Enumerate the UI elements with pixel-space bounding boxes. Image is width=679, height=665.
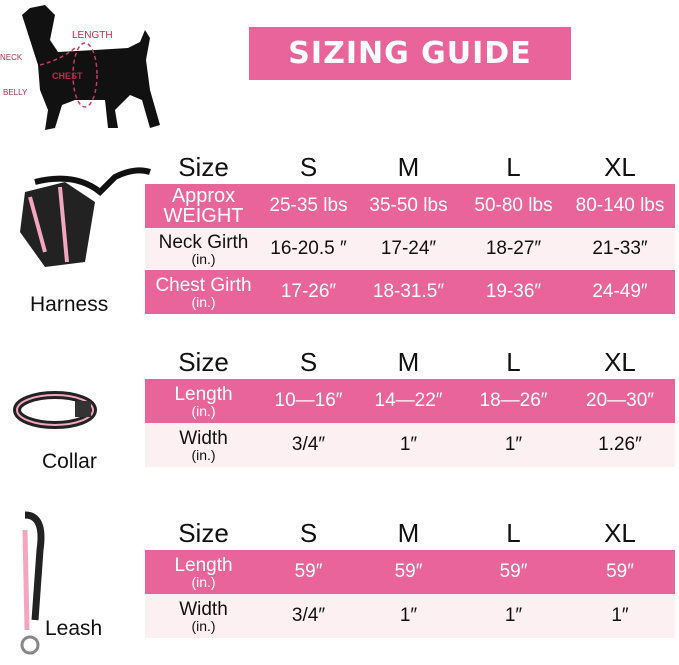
- cell: 25-35 lbs: [269, 195, 348, 216]
- table-row-length: Length (in.) 10—16″ 14—22″ 18—26″ 20—30″: [145, 379, 675, 423]
- harness-size-table: Size S M L XL Approx WEIGHT 25-35 lbs 35-…: [145, 150, 675, 314]
- row-label: Chest Girth: [155, 274, 252, 296]
- row-unit: (in.): [191, 402, 216, 419]
- header-m: M: [397, 151, 420, 182]
- table-row-width: Width (in.) 3/4″ 1″ 1″ 1″: [145, 594, 675, 638]
- leash-image: [20, 511, 45, 655]
- cell: 20—30″: [586, 390, 654, 411]
- cell: 1.26″: [598, 434, 642, 455]
- cell: 3/4″: [291, 605, 326, 626]
- cell: 35-50 lbs: [369, 195, 448, 216]
- diagram-label-neck: NECK: [0, 53, 23, 62]
- header-size: Size: [178, 152, 229, 182]
- table-row-length: Length (in.) 59″ 59″ 59″ 59″: [145, 550, 675, 594]
- row-label: Width: [179, 427, 228, 449]
- cell: 59″: [294, 561, 323, 582]
- row-label: Length: [174, 383, 233, 405]
- cell: 17-26″: [280, 281, 337, 302]
- row-label: Width: [179, 598, 228, 620]
- cell: 17-24″: [380, 238, 437, 259]
- size-header-row: Size S M L XL: [145, 150, 675, 184]
- header-l: L: [506, 346, 521, 377]
- cell: 3/4″: [291, 434, 326, 455]
- header-s: S: [299, 346, 318, 377]
- header-m: M: [397, 346, 420, 377]
- header-s: S: [299, 517, 318, 548]
- row-unit: (in.): [191, 573, 216, 590]
- harness-image: [20, 167, 151, 267]
- table-row-chest-girth: Chest Girth (in.) 17-26″ 18-31.5″ 19-36″ …: [145, 270, 675, 314]
- page-title: SIZING GUIDE: [249, 27, 571, 80]
- cell: 59″: [606, 561, 634, 582]
- diagram-label-belly: BELLY: [3, 88, 28, 97]
- collar-image: [13, 391, 97, 429]
- diagram-label-chest: CHEST: [52, 71, 83, 81]
- row-label-2: WEIGHT: [163, 205, 244, 227]
- cell: 18-31.5″: [372, 281, 445, 302]
- row-unit: (in.): [191, 446, 216, 463]
- row-unit: (in.): [191, 250, 216, 267]
- leash-label: Leash: [45, 617, 103, 640]
- table-row-width: Width (in.) 3/4″ 1″ 1″ 1.26″: [145, 423, 675, 467]
- header-size: Size: [178, 347, 229, 377]
- size-header-row: Size S M L XL: [145, 345, 675, 379]
- row-label: Length: [174, 554, 233, 576]
- header-l: L: [506, 151, 521, 182]
- cell: 14—22″: [374, 390, 443, 411]
- collar-label: Collar: [42, 450, 97, 473]
- cell: 50-80 lbs: [474, 195, 553, 216]
- cell: 80-140 lbs: [575, 195, 665, 216]
- cell: 18-27″: [485, 238, 542, 259]
- cell: 21-33″: [592, 238, 648, 259]
- cell: 1″: [504, 605, 523, 626]
- collar-size-table: Size S M L XL Length (in.) 10—16″ 14—22″ …: [145, 345, 675, 467]
- diagram-label-length: LENGTH: [72, 30, 113, 41]
- cell: 16-20.5 ″: [270, 238, 347, 259]
- header-s: S: [299, 151, 318, 182]
- cell: 59″: [499, 561, 528, 582]
- cell: 19-36″: [485, 281, 542, 302]
- cell: 24-49″: [592, 281, 648, 302]
- size-header-row: Size S M L XL: [145, 516, 675, 550]
- table-row-weight: Approx WEIGHT 25-35 lbs 35-50 lbs 50-80 l…: [145, 184, 675, 229]
- cell: 1″: [504, 434, 523, 455]
- table-row-neck-girth: Neck Girth (in.) 16-20.5 ″ 17-24″ 18-27″ …: [145, 229, 675, 270]
- cell: 1″: [611, 605, 629, 626]
- row-unit: (in.): [191, 293, 216, 310]
- dog-measurement-diagram: LENGTH NECK CHEST BELLY: [0, 5, 160, 130]
- row-label: Neck Girth: [158, 231, 249, 253]
- leash-size-table: Size S M L XL Length (in.) 59″ 59″ 59″ 59…: [145, 516, 675, 638]
- cell: 18—26″: [479, 390, 548, 411]
- header-l: L: [506, 517, 521, 548]
- cell: 1″: [399, 434, 418, 455]
- header-xl: XL: [604, 346, 636, 377]
- row-unit: (in.): [191, 617, 216, 634]
- header-xl: XL: [604, 517, 636, 548]
- header-m: M: [397, 517, 420, 548]
- cell: 59″: [394, 561, 423, 582]
- header-xl: XL: [604, 151, 636, 182]
- header-size: Size: [178, 518, 229, 548]
- cell: 1″: [399, 605, 418, 626]
- row-label: Approx: [171, 185, 236, 207]
- cell: 10—16″: [274, 390, 343, 411]
- harness-label: Harness: [30, 293, 109, 316]
